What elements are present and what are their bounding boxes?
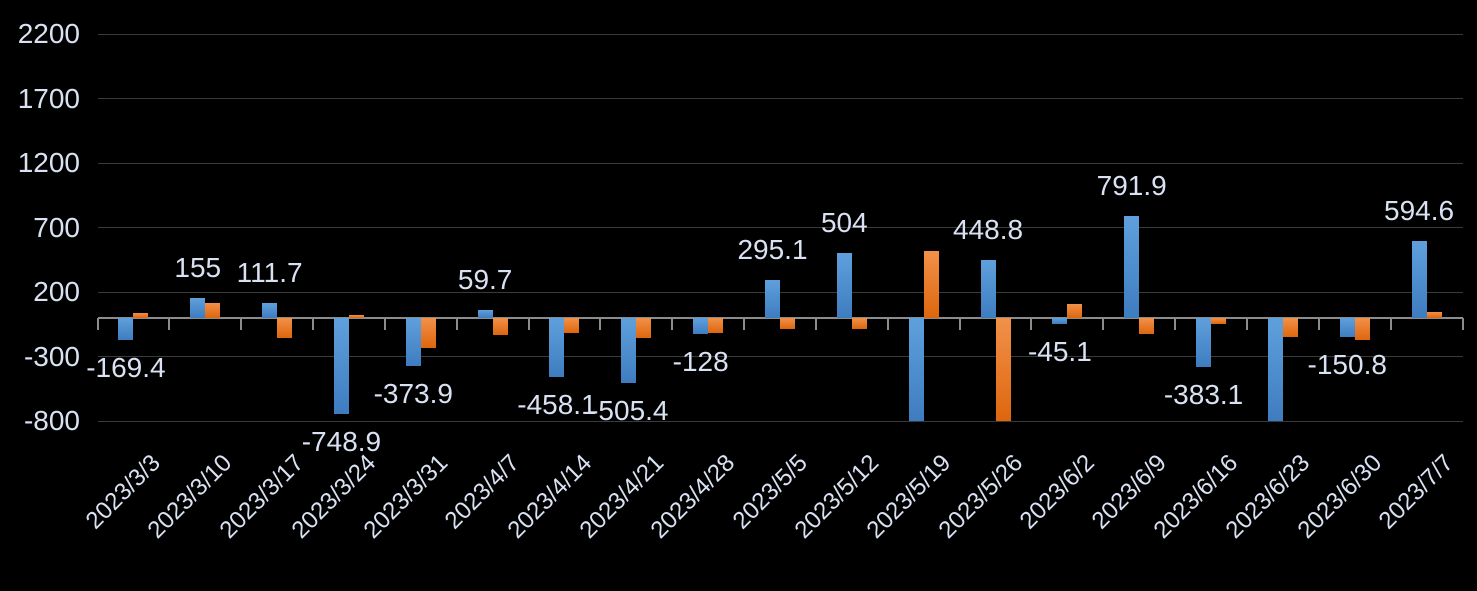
orange-series-bar: [277, 317, 293, 339]
blue-series-bar: [693, 317, 709, 335]
data-label: -150.8: [1307, 349, 1387, 381]
orange-series-bar: [1139, 317, 1155, 334]
gridline: [97, 420, 1463, 422]
x-axis-label: 2023/7/7: [1373, 449, 1459, 535]
orange-series-bar: [636, 317, 652, 338]
blue-series-bar: [477, 310, 493, 318]
tick-mark: [1461, 317, 1464, 330]
tick-mark: [1174, 317, 1177, 330]
blue-series-bar: [1339, 317, 1355, 338]
tick-mark: [240, 317, 243, 330]
orange-series-bar: [995, 317, 1011, 421]
data-label: -45.1: [1027, 335, 1092, 367]
orange-series-bar: [780, 317, 795, 330]
data-label: 504: [820, 206, 868, 238]
x-axis-label: 2023/6/2: [1014, 449, 1100, 535]
tick-mark: [886, 317, 889, 330]
y-axis-label: 700: [33, 211, 80, 243]
orange-series-bar: [420, 317, 436, 349]
data-label: 448.8: [952, 213, 1024, 245]
gridline: [97, 291, 1463, 293]
tick-mark: [1030, 317, 1033, 330]
y-axis-label: 1200: [17, 147, 80, 178]
data-label: -373.9: [373, 378, 453, 410]
orange-series-bar: [851, 317, 867, 330]
gridline: [97, 98, 1463, 99]
blue-series-bar: [549, 317, 565, 377]
gridline: [97, 356, 1463, 357]
blue-series-bar: [1267, 317, 1283, 421]
tick-mark: [96, 317, 99, 330]
tick-mark: [1317, 317, 1320, 330]
blue-series-bar: [1196, 317, 1212, 368]
y-axis-label: 2200: [17, 18, 80, 49]
tick-mark: [383, 317, 386, 330]
blue-series-bar: [190, 297, 206, 318]
blue-series-bar: [333, 317, 349, 415]
orange-series-bar: [564, 317, 580, 333]
orange-series-bar: [708, 317, 724, 333]
data-label: -169.4: [86, 351, 166, 383]
tick-mark: [1102, 317, 1105, 330]
blue-series-bar: [262, 303, 278, 318]
data-label: 111.7: [236, 257, 303, 289]
data-label: -458.1: [517, 388, 597, 420]
orange-series-bar: [1211, 317, 1227, 325]
orange-series-bar: [1354, 317, 1370, 341]
blue-series-bar: [118, 317, 134, 340]
gridline: [97, 227, 1463, 228]
orange-series-bar: [1426, 311, 1442, 318]
y-axis-label: 1700: [17, 82, 80, 114]
tick-mark: [599, 317, 602, 330]
blue-series-bar: [980, 259, 996, 318]
blue-series-bar: [765, 279, 780, 318]
data-label: -748.9: [301, 426, 382, 458]
tick-mark: [1389, 317, 1392, 330]
orange-series-bar: [923, 250, 939, 318]
data-label: -128: [672, 346, 729, 378]
tick-mark: [743, 317, 746, 330]
tick-mark: [455, 317, 458, 330]
y-axis-label: -300: [23, 340, 80, 372]
y-axis-label: -800: [23, 405, 80, 436]
tick-mark: [671, 317, 674, 330]
orange-series-bar: [205, 302, 221, 318]
tick-mark: [527, 317, 530, 330]
tick-mark: [312, 317, 315, 330]
y-axis-label: 200: [33, 276, 80, 307]
data-label: 155: [174, 251, 222, 283]
blue-series-bar: [836, 252, 852, 318]
data-label: 59.7: [457, 264, 513, 296]
blue-series-bar: [405, 317, 421, 367]
tick-mark: [814, 317, 817, 330]
orange-series-bar: [348, 314, 364, 318]
data-label: 791.9: [1096, 169, 1167, 201]
data-label: 295.1: [737, 233, 808, 265]
blue-series-bar: [1411, 241, 1427, 318]
data-label: 594.6: [1384, 195, 1455, 227]
blue-series-bar: [1052, 317, 1068, 324]
data-label: -505.4: [589, 394, 669, 426]
orange-series-bar: [492, 317, 508, 335]
orange-series-bar: [133, 313, 149, 318]
data-label: -383.1: [1163, 379, 1244, 411]
tick-mark: [168, 317, 171, 330]
blue-series-bar: [908, 317, 924, 421]
gridline: [97, 33, 1463, 35]
orange-series-bar: [1282, 317, 1298, 337]
gridline: [97, 162, 1463, 164]
tick-mark: [958, 317, 961, 330]
blue-series-bar: [1124, 215, 1140, 318]
orange-series-bar: [1067, 304, 1083, 318]
blue-series-bar: [621, 317, 637, 383]
tick-mark: [1245, 317, 1248, 330]
